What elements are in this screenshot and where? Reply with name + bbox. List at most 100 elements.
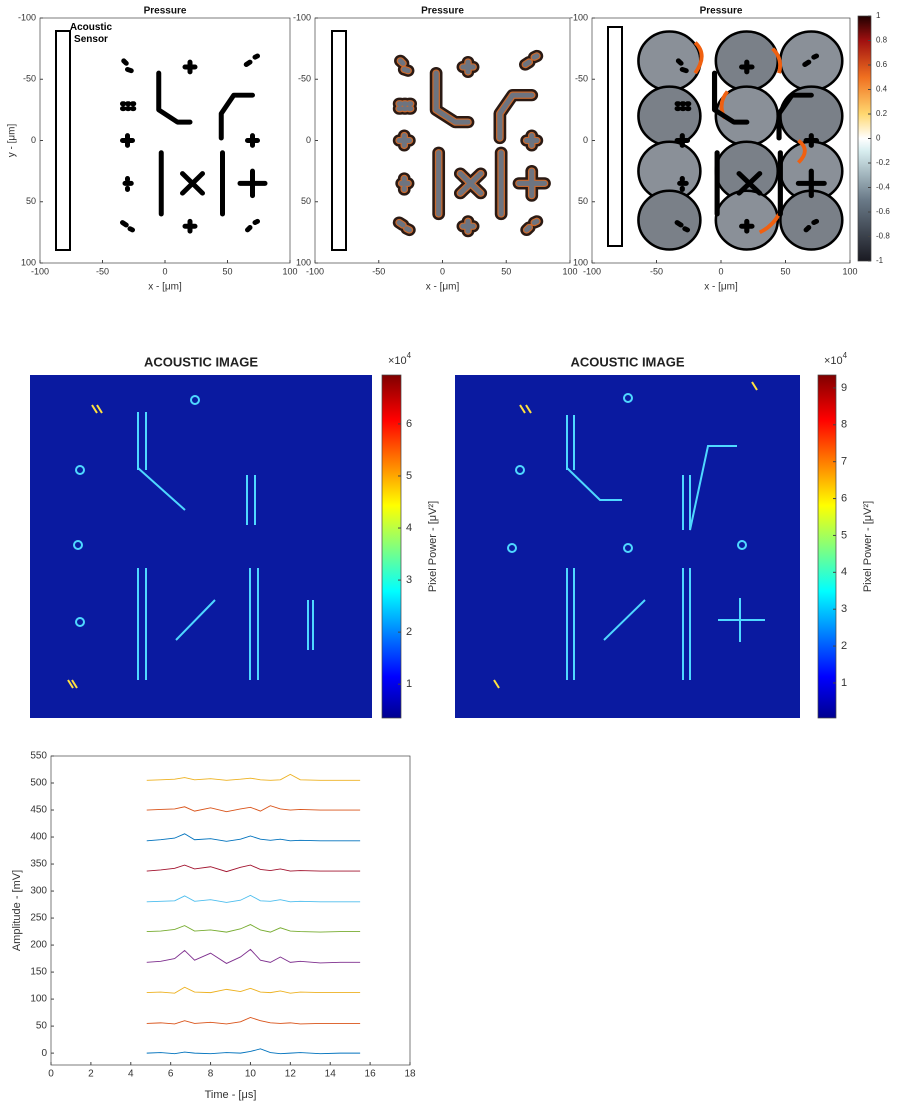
y-tick-label: -100 (293, 12, 311, 22)
colorbar-tick-label: 5 (406, 470, 412, 482)
x-axis-label: x - [μm] (704, 282, 738, 293)
trace (146, 805, 361, 813)
colorbar-tick-label: 3 (841, 603, 847, 615)
trace (146, 986, 361, 994)
axes-frame (50, 755, 411, 1066)
trace (146, 924, 361, 933)
exponent-power: 4 (407, 351, 412, 360)
colorbar-tick-label: 1 (406, 678, 412, 690)
x-tick-label: -50 (372, 266, 385, 276)
trace (146, 833, 361, 842)
y-tick-label: 0 (306, 135, 311, 145)
colorbar-tick-label: -0.4 (876, 183, 890, 192)
y-tick-label: 450 (30, 805, 47, 816)
x-tick-label: -50 (650, 266, 663, 276)
y-axis-label: y - [μm] (7, 124, 18, 158)
y-tick-label: 50 (36, 1021, 48, 1032)
x-tick-label: 14 (325, 1069, 337, 1080)
colorbar-tick-label: 8 (841, 419, 847, 431)
pressure-field (331, 30, 545, 251)
colorbar-tick-label: 6 (406, 418, 412, 430)
x-tick-label: 50 (780, 266, 790, 276)
annotation: Acoustic Sensor (69, 22, 113, 45)
chart-title: ACOUSTIC IMAGE (570, 354, 684, 369)
x-tick-label: 18 (404, 1069, 416, 1080)
x-tick-label: 50 (501, 266, 511, 276)
colorbar (858, 16, 871, 261)
y-tick-label: 350 (30, 859, 47, 870)
acoustic-image (30, 375, 401, 718)
y-tick-label: 0 (41, 1048, 47, 1059)
y-tick-label: 50 (26, 196, 36, 206)
x-tick-label: 8 (208, 1069, 214, 1080)
chart-title: ACOUSTIC IMAGE (144, 354, 258, 369)
x-tick-label: 10 (245, 1069, 257, 1080)
x-tick-label: 100 (562, 266, 577, 276)
trace (146, 1048, 361, 1055)
colorbar-frame (381, 374, 402, 719)
trace (146, 773, 361, 781)
annotation-box: Acoustic Sensor (69, 22, 113, 45)
pressure-field (592, 16, 871, 263)
colorbar-label: Pixel Power - [μV²] (427, 501, 439, 592)
y-tick-label: -100 (570, 12, 588, 22)
colorbar-tick-label: 9 (841, 382, 847, 394)
colorbar-tick-label: 0.6 (876, 60, 888, 69)
x-tick-label: 12 (285, 1069, 297, 1080)
y-tick-label: -50 (23, 74, 36, 84)
y-tick-label: 50 (578, 196, 588, 206)
colorbar-tick-label: -0.2 (876, 158, 890, 167)
colorbar-tick-label: 0.4 (876, 85, 888, 94)
colorbar-tick-label: -1 (876, 256, 884, 265)
y-tick-label: 150 (30, 967, 47, 978)
x-tick-label: 0 (162, 266, 167, 276)
y-tick-label: 400 (30, 832, 47, 843)
y-tick-label: 100 (21, 257, 36, 267)
y-tick-label: 100 (296, 257, 311, 267)
colorbar-tick-label: -0.8 (876, 232, 890, 241)
chart-title: Pressure (421, 6, 464, 17)
colorbar-tick-label: 1 (876, 11, 881, 20)
y-tick-label: 550 (30, 751, 47, 762)
y-tick-label: 250 (30, 913, 47, 924)
x-tick-label: 16 (365, 1069, 377, 1080)
y-tick-label: 50 (301, 196, 311, 206)
trace (146, 948, 361, 964)
y-tick-label: 200 (30, 940, 47, 951)
colorbar-tick-label: 2 (841, 640, 847, 652)
y-tick-label: -100 (18, 12, 36, 22)
chart-title: Pressure (144, 6, 187, 17)
pressure-field (55, 30, 265, 251)
colorbar-tick-label: 5 (841, 529, 847, 541)
chart-title: Pressure (700, 6, 743, 17)
colorbar-tick-label: 0 (876, 134, 881, 143)
colorbar-tick-label: 2 (406, 626, 412, 638)
y-tick-label: 0 (31, 135, 36, 145)
x-tick-label: 100 (282, 266, 297, 276)
x-tick-label: -100 (31, 266, 49, 276)
x-tick-label: -100 (583, 266, 601, 276)
trace (146, 864, 361, 873)
y-tick-label: 300 (30, 886, 47, 897)
x-axis-label: x - [μm] (148, 282, 182, 293)
y-tick-label: 0 (583, 135, 588, 145)
colorbar-tick-label: 7 (841, 456, 847, 468)
colorbar-tick-label: 3 (406, 574, 412, 586)
y-tick-label: 100 (573, 257, 588, 267)
colorbar-frame (817, 374, 837, 719)
x-tick-label: 2 (88, 1069, 94, 1080)
y-tick-label: -50 (298, 74, 311, 84)
colorbar-tick-label: 6 (841, 492, 847, 504)
y-tick-label: -50 (575, 74, 588, 84)
x-tick-label: 0 (440, 266, 445, 276)
x-axis-label: Time - [μs] (205, 1089, 257, 1101)
colorbar-tick-label: 0.8 (876, 36, 888, 45)
x-tick-label: 0 (48, 1069, 54, 1080)
x-tick-label: -50 (96, 266, 109, 276)
y-axis-label: Amplitude - [mV] (11, 870, 23, 951)
exponent-power: 4 (843, 351, 848, 360)
x-tick-label: 4 (128, 1069, 134, 1080)
exponent-base: ×10 (388, 355, 407, 367)
x-tick-label: 0 (718, 266, 723, 276)
